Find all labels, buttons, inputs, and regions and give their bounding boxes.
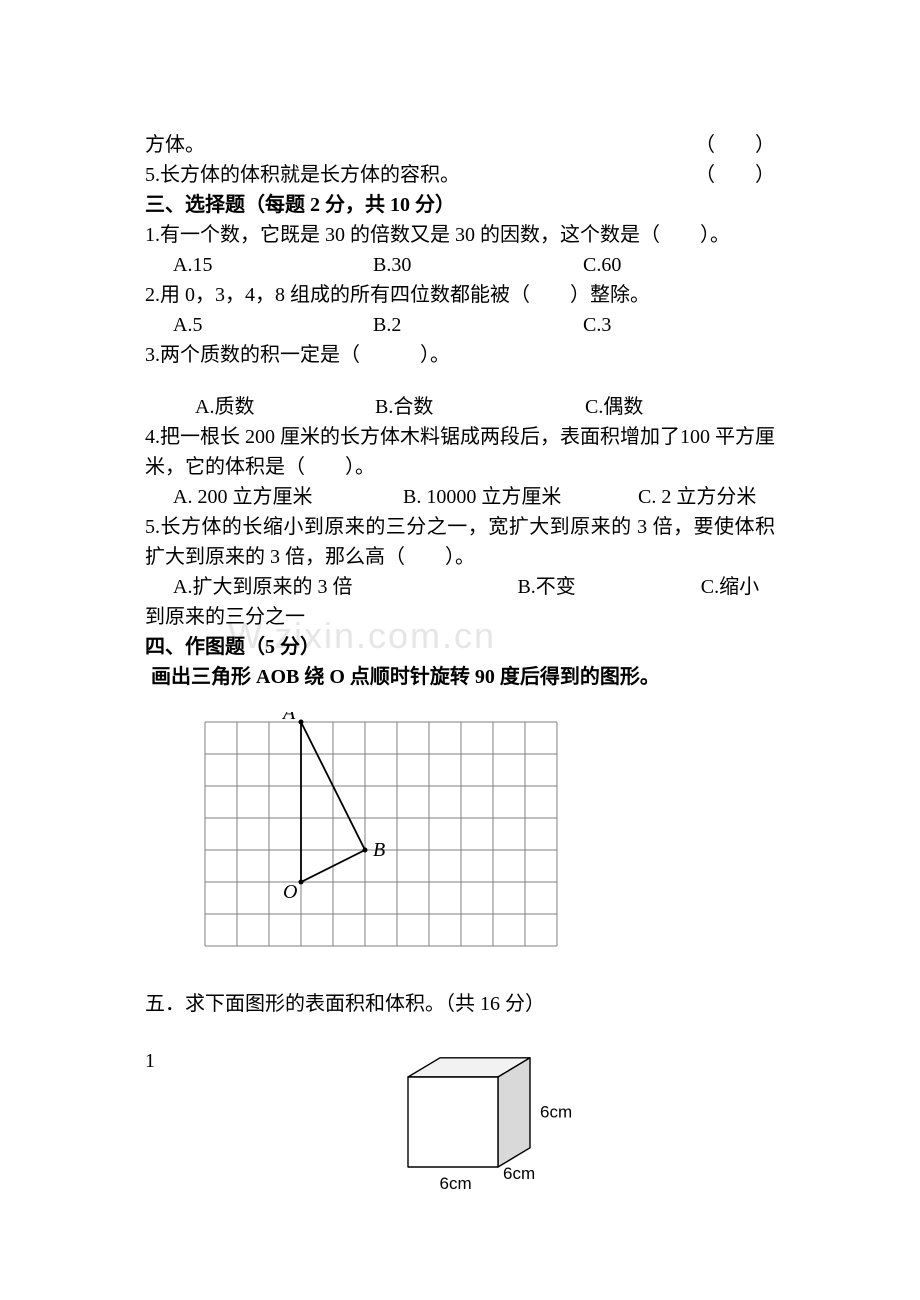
svg-text:6cm: 6cm [503,1164,535,1183]
rotation-grid: A B O [195,712,775,971]
svg-text:6cm: 6cm [540,1103,572,1122]
q1-opt-a[interactable]: A.15 [173,250,373,280]
q2-options[interactable]: A.5 B.2 C.3 [145,310,775,340]
cube-figure: 6cm 6cm 6cm [388,1045,648,1205]
q5-opt-b[interactable]: B.不变 [517,576,575,598]
q3-opt-a[interactable]: A.质数 [195,392,375,422]
q3-options[interactable]: A.质数 B.合数 C.偶数 [145,392,775,422]
section5-title: 五．求下面图形的表面积和体积。（共 16 分） [145,989,775,1019]
q4-options[interactable]: A. 200 立方厘米 B. 10000 立方厘米 C. 2 立方分米 [145,482,775,512]
q5-opt-a[interactable]: A.扩大到原来的 3 倍 [173,576,352,598]
section4-title: 四、作图题（5 分） [145,632,775,662]
svg-text:6cm: 6cm [440,1174,472,1193]
section5-q1-num: 1 [145,1050,155,1073]
q1: 1.有一个数，它既是 30 的倍数又是 30 的因数，这个数是（ ）。 [145,220,775,250]
svg-text:O: O [283,881,297,903]
q4-opt-a[interactable]: A. 200 立方厘米 [173,482,403,512]
q3-opt-b[interactable]: B.合数 [375,392,585,422]
q2: 2.用 0，3，4，8 组成的所有四位数都能被（ ）整除。 [145,280,775,310]
q1-opt-c[interactable]: C.60 [583,250,621,280]
q3: 3.两个质数的积一定是（ ）。 [145,340,775,370]
tf-q4-tail: 方体。 （ ） [145,130,775,160]
tf-q4-blank[interactable]: （ ） [695,130,775,160]
q5-options[interactable]: A.扩大到原来的 3 倍 B.不变 C.缩小到原来的三分之一 [145,572,775,632]
q4-opt-b[interactable]: B. 10000 立方厘米 [403,482,638,512]
section3-title: 三、选择题（每题 2 分，共 10 分） [145,190,775,220]
tf-q5: 5.长方体的体积就是长方体的容积。 （ ） [145,160,775,190]
tf-q5-text: 5.长方体的体积就是长方体的容积。 [145,164,460,186]
q2-opt-b[interactable]: B.2 [373,310,583,340]
q5: 5.长方体的长缩小到原来的三分之一，宽扩大到原来的 3 倍，要使体积扩大到原来的… [145,512,775,572]
section4-instruction: 画出三角形 AOB 绕 O 点顺时针旋转 90 度后得到的图形。 [145,662,775,692]
svg-text:B: B [373,839,385,861]
q2-opt-a[interactable]: A.5 [173,310,373,340]
q1-options[interactable]: A.15 B.30 C.60 [145,250,775,280]
q2-opt-c[interactable]: C.3 [583,310,611,340]
q4-opt-c[interactable]: C. 2 立方分米 [638,482,756,512]
q3-opt-c[interactable]: C.偶数 [585,392,643,422]
tf-q4-text: 方体。 [145,134,205,156]
svg-text:A: A [281,712,296,724]
q1-opt-b[interactable]: B.30 [373,250,583,280]
tf-q5-blank[interactable]: （ ） [695,160,775,190]
q4: 4.把一根长 200 厘米的长方体木料锯成两段后，表面积增加了100 平方厘米，… [145,422,775,482]
